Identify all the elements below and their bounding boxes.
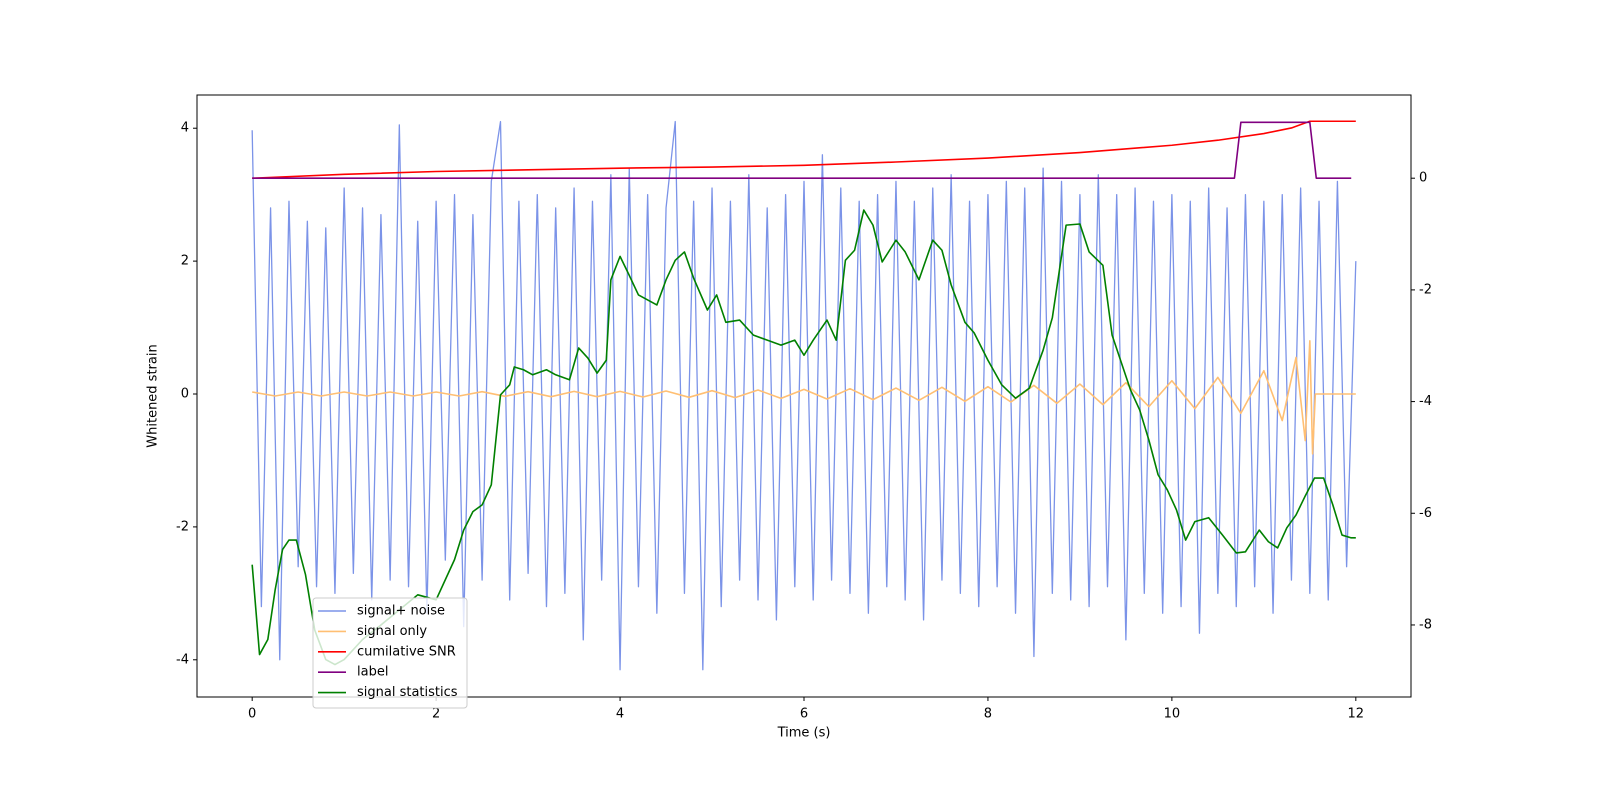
- y-tick-label: 4: [181, 121, 189, 136]
- y-tick-label: -2: [176, 519, 189, 534]
- legend-label: label: [357, 665, 388, 680]
- y2-tick-label: -8: [1419, 617, 1432, 632]
- series-line: [252, 340, 1356, 455]
- x-tick-label: 0: [248, 707, 256, 722]
- y-tick-label: -4: [176, 652, 189, 667]
- series-line: [252, 120, 1356, 180]
- x-tick-label: 6: [800, 707, 808, 722]
- y-tick-label: 2: [181, 254, 189, 269]
- x-tick-label: 12: [1348, 707, 1365, 722]
- y2-tick-label: 0: [1419, 171, 1427, 186]
- x-tick-label: 8: [984, 707, 992, 722]
- legend-label: signal statistics: [357, 685, 458, 700]
- y-axis-label: Whitened strain: [146, 344, 161, 447]
- legend-label: signal only: [357, 624, 427, 639]
- plot-area: [251, 120, 1357, 671]
- x-tick-label: 4: [616, 707, 624, 722]
- legend: signal+ noise signal only cumilative SNR la…: [312, 597, 468, 709]
- series-line: [252, 121, 1352, 180]
- x-tick-label: 10: [1164, 707, 1181, 722]
- legend-label: signal+ noise: [357, 604, 445, 619]
- series-line: [251, 120, 1357, 671]
- y2-tick-label: -6: [1419, 506, 1432, 521]
- x-axis-label: Time (s): [777, 726, 831, 741]
- x-tick-label: 2: [432, 707, 440, 722]
- y-tick-label: 0: [181, 387, 189, 402]
- y2-tick-label: -4: [1419, 394, 1432, 409]
- series-line: [251, 209, 1356, 666]
- legend-label: cumilative SNR: [357, 644, 456, 659]
- y2-tick-label: -2: [1419, 282, 1432, 297]
- legend-box: [312, 597, 468, 709]
